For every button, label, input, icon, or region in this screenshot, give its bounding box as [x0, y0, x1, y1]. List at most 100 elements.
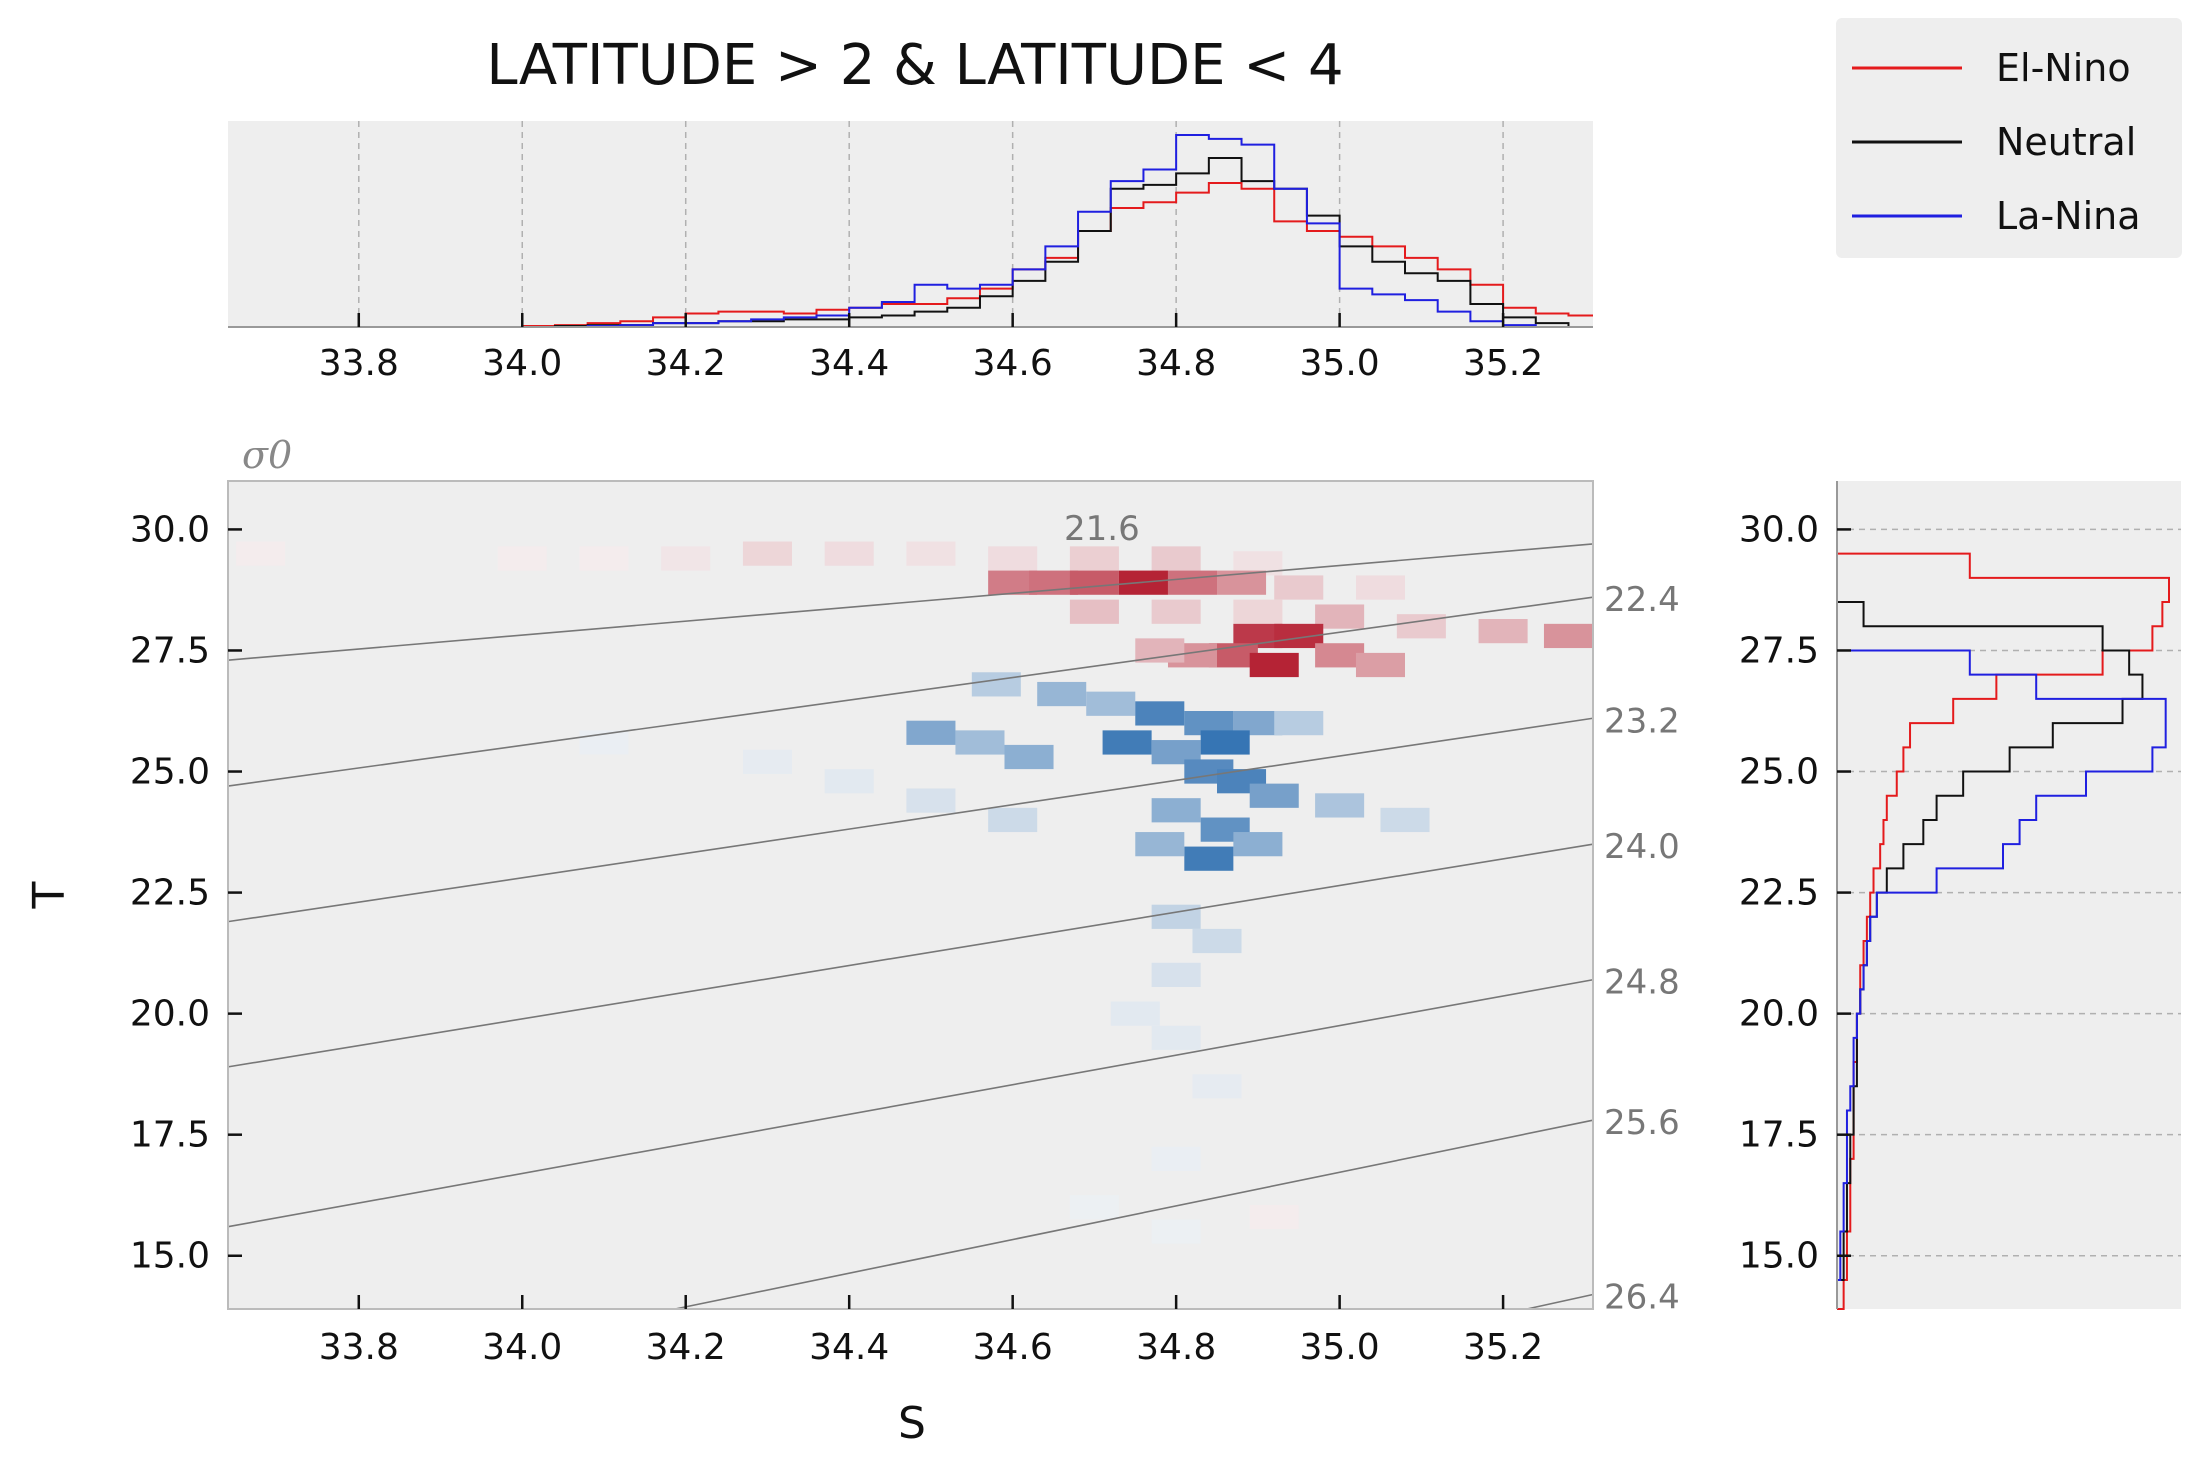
legend: El-Nino Neutral La-Nina — [1836, 18, 2182, 258]
heatmap-cell — [1135, 638, 1185, 663]
right-y-tick-label: 22.5 — [1739, 873, 1819, 914]
right-y-tick-label: 25.0 — [1739, 752, 1819, 793]
main-x-tick-label: 34.6 — [973, 1327, 1053, 1368]
isopycnal-label: 25.6 — [1604, 1103, 1680, 1143]
top-histogram-panel: 33.8 34.0 34.2 34.4 34.6 34.8 35.0 35.2 — [228, 121, 1593, 384]
top-x-tick-label: 34.6 — [973, 343, 1053, 384]
isopycnal-label: 26.4 — [1604, 1277, 1680, 1317]
heatmap-cell — [1151, 962, 1201, 987]
main-y-tick-label: 15.0 — [130, 1236, 210, 1277]
legend-label: Neutral — [1996, 120, 2136, 164]
heatmap-cell — [1151, 599, 1201, 624]
isopycnal-label: 21.6 — [1064, 509, 1140, 549]
main-x-tick-label: 34.0 — [482, 1327, 562, 1368]
main-x-tick-label: 35.2 — [1463, 1327, 1543, 1368]
heatmap-cell — [1086, 691, 1136, 716]
right-y-tick-label: 27.5 — [1739, 630, 1819, 671]
heatmap-cell — [1069, 546, 1119, 571]
isopycnal-line — [227, 843, 1594, 1068]
heatmap-cell — [1037, 681, 1087, 707]
main-heatmap-background — [228, 481, 1593, 1309]
heatmap-cell — [1380, 807, 1430, 833]
heatmap-cell — [1110, 1001, 1160, 1026]
sigma-zero-label: σ0 — [242, 433, 292, 477]
top-x-tick-label: 34.0 — [482, 343, 562, 384]
heatmap-cell — [1151, 1025, 1201, 1050]
legend-label: La-Nina — [1996, 194, 2141, 238]
heatmap-cell — [824, 541, 874, 566]
right-y-tick-label: 15.0 — [1739, 1236, 1819, 1277]
main-heatmap-panel: 33.8 34.0 34.2 34.4 34.6 34.8 35.0 35.2 15.0 17.… — [24, 433, 1680, 1449]
isopycnal-label: 23.2 — [1604, 701, 1680, 741]
right-histogram-panel: 15.0 17.5 20.0 22.5 25.0 27.5 30.0 — [1739, 481, 2181, 1310]
heatmap-cell — [906, 788, 956, 813]
heatmap-cell — [579, 546, 629, 571]
heatmap-cell — [1200, 730, 1250, 755]
isopycnal-labels: 21.6 22.4 23.2 24.0 24.8 25.6 26.4 — [1064, 509, 1680, 1317]
top-x-tick-label: 35.0 — [1300, 343, 1380, 384]
top-x-tick-label: 33.8 — [319, 343, 399, 384]
heatmap-cell — [1135, 701, 1185, 726]
heatmap-cell — [1151, 1219, 1201, 1244]
heatmap-cell — [1069, 570, 1119, 595]
heatmap-cell — [497, 546, 547, 571]
main-y-tick-label: 30.0 — [130, 509, 210, 550]
heatmap-cell — [906, 541, 956, 566]
main-heatmap-frame — [227, 480, 1594, 1310]
heatmap-cell — [1151, 546, 1201, 571]
legend-label: El-Nino — [1996, 46, 2131, 90]
heatmap-cell — [1478, 619, 1528, 644]
right-histogram-background — [1837, 481, 2181, 1309]
heatmap-cell — [1135, 832, 1185, 857]
heatmap-cell — [1274, 575, 1324, 600]
heatmap-cell — [236, 541, 286, 566]
heatmap-cell — [661, 546, 711, 571]
main-x-ticks: 33.8 34.0 34.2 34.4 34.6 34.8 35.0 35.2 — [319, 1295, 1543, 1368]
heatmap-cell — [971, 672, 1021, 697]
main-x-tick-label: 34.4 — [809, 1327, 889, 1368]
top-histogram-background — [228, 121, 1593, 327]
right-histogram-series — [1836, 552, 2170, 1310]
isopycnal-line — [227, 717, 1594, 923]
main-y-tick-label: 22.5 — [130, 873, 210, 914]
isopycnal-label: 22.4 — [1604, 580, 1680, 620]
right-y-tick-label: 17.5 — [1739, 1115, 1819, 1156]
main-y-tick-label: 20.0 — [130, 994, 210, 1035]
heatmap-cell — [1315, 604, 1365, 629]
top-histogram-x-ticks: 33.8 34.0 34.2 34.4 34.6 34.8 35.0 35.2 — [319, 313, 1543, 384]
isopycnal-lines — [227, 543, 1594, 1310]
right-y-tick-label: 30.0 — [1739, 509, 1819, 550]
legend-box — [1836, 18, 2182, 258]
heatmap-cell — [742, 749, 792, 774]
chart-title: LATITUDE > 2 & LATITUDE < 4 — [486, 33, 1343, 98]
top-x-tick-label: 34.2 — [646, 343, 726, 384]
heatmap-cell — [1151, 1146, 1201, 1171]
isopycnal-line — [227, 543, 1594, 661]
right-histogram-la-nina — [1836, 553, 2167, 1309]
heatmap-cell — [1233, 832, 1283, 857]
heatmap-cell — [1274, 711, 1324, 736]
main-x-tick-label: 35.0 — [1300, 1327, 1380, 1368]
isopycnal-line — [674, 1119, 1594, 1310]
main-x-tick-label: 34.8 — [1136, 1327, 1216, 1368]
heatmap-cell — [1543, 623, 1593, 649]
heatmap-cell — [1192, 1074, 1242, 1099]
top-histogram-la-nina — [522, 134, 1593, 328]
heatmap-cell — [1315, 793, 1365, 818]
heatmap-cell — [906, 720, 956, 745]
heatmap-cell — [1192, 928, 1242, 954]
heatmap-cell — [1151, 904, 1201, 929]
heatmap-cell — [1184, 846, 1234, 871]
heatmap-cell — [1069, 599, 1119, 624]
heatmap-cell — [988, 807, 1038, 833]
heatmap-cell — [1151, 798, 1201, 823]
main-x-tick-label: 34.2 — [646, 1327, 726, 1368]
heatmap-cell — [988, 546, 1038, 571]
main-y-ticks: 15.0 17.5 20.0 22.5 25.0 27.5 30.0 — [130, 509, 242, 1277]
heatmap-cell — [1233, 599, 1283, 624]
heatmap-cell — [1249, 1204, 1299, 1230]
heatmap-cell — [742, 541, 792, 566]
heatmap-cell — [1355, 575, 1406, 600]
right-y-tick-label: 20.0 — [1739, 994, 1819, 1035]
right-histogram-y-ticks: 15.0 17.5 20.0 22.5 25.0 27.5 30.0 — [1739, 509, 1851, 1277]
